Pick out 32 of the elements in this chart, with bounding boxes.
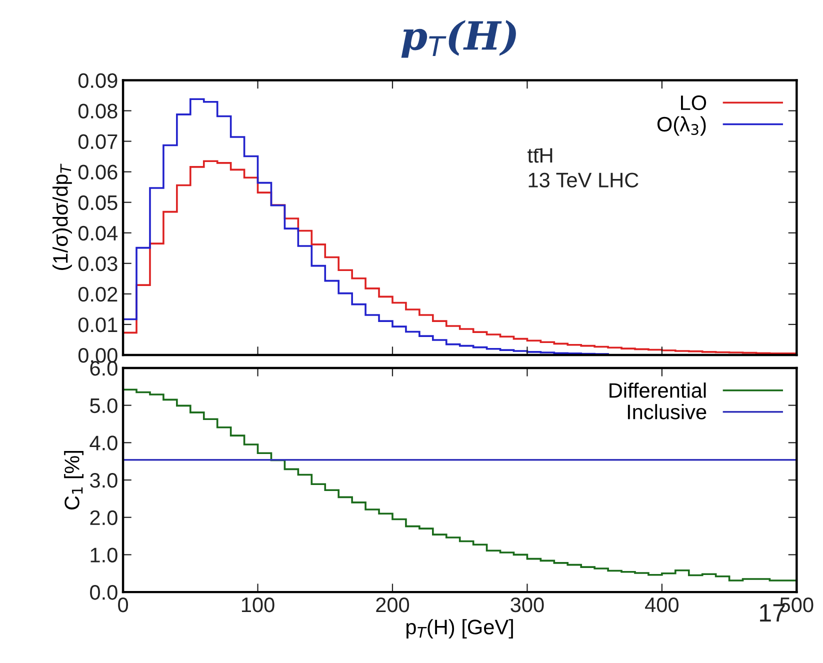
chart-title: p$_{T}$(H) xyxy=(401,20,516,58)
y-tick-label: 0.07 xyxy=(78,134,118,150)
annotation: tt̄H xyxy=(528,148,552,163)
y-tick-label: 1.0 xyxy=(90,548,118,562)
y-tick-label: 0.08 xyxy=(78,104,118,119)
y-tick-label: 0.09 xyxy=(78,73,118,88)
x-tick-label: 400 xyxy=(645,597,679,612)
x-tick-label: 100 xyxy=(242,597,274,612)
y-axis-title: C$_{1}$ [%] xyxy=(64,451,84,510)
legend-label: LO xyxy=(681,95,706,110)
y-tick-label: 0.04 xyxy=(78,226,118,241)
legend-label: Inclusive xyxy=(628,404,706,420)
y-tick-label: 0.03 xyxy=(78,256,118,272)
y-tick-label: 0.0 xyxy=(90,585,118,600)
annotation: 13 TeV LHC xyxy=(528,172,638,188)
x-tick-label: 0 xyxy=(118,597,128,612)
y-tick-label: 0.05 xyxy=(78,195,118,210)
y-tick-label: 2.0 xyxy=(90,510,118,526)
y-tick-label: 0.00 xyxy=(78,348,118,363)
y-tick-label: 4.0 xyxy=(90,436,118,450)
legend-label: O(λ$_{3}$) xyxy=(657,116,706,136)
x-tick-label: 200 xyxy=(376,597,410,612)
y-tick-label: 0.01 xyxy=(78,317,118,332)
y-tick-label: 6.0 xyxy=(90,360,118,376)
legend-label: Differential xyxy=(610,382,706,398)
y-tick-label: 3.0 xyxy=(90,473,118,488)
x-tick-label: 300 xyxy=(510,597,544,612)
y-tick-label: 5.0 xyxy=(90,398,118,414)
y-tick-label: 0.06 xyxy=(78,164,118,180)
y-axis-title: (1/σ)dσ/dp$_{T}$ xyxy=(52,164,72,270)
x-axis-title: p$_{T}$(H) [GeV] xyxy=(406,619,513,639)
y-tick-label: 0.02 xyxy=(78,286,118,302)
